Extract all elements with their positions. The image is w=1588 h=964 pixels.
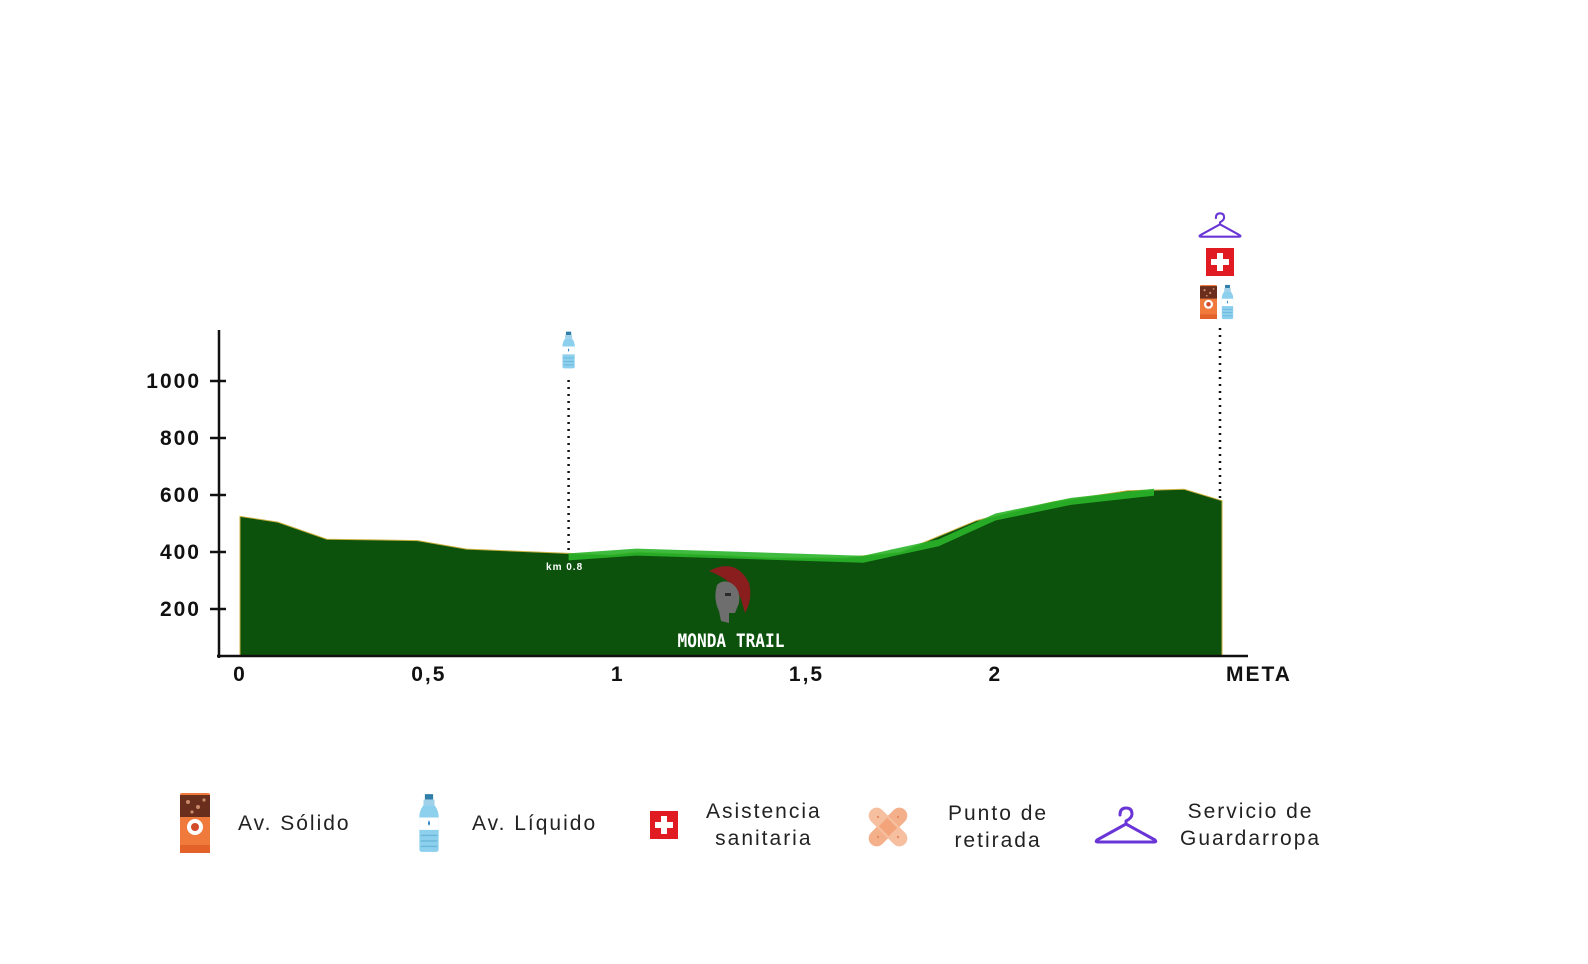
energy-bar-icon <box>1200 285 1217 319</box>
y-tick-label: 1000 <box>146 370 201 393</box>
hanger-icon <box>1094 806 1158 844</box>
plot-area: 200 400 600 800 1000 0 0,5 1 1,5 2 META km 0.8 <box>146 212 1292 686</box>
legend-item-retirement: Punto de retirada <box>864 800 1048 854</box>
bandage-icon <box>865 804 911 850</box>
medical-cross-icon <box>650 811 678 839</box>
y-tick-label: 600 <box>160 484 201 507</box>
water-bottle-icon <box>1221 284 1234 320</box>
legend-label: Servicio de Guardarropa <box>1180 800 1322 850</box>
legend-label: Av. Sólido <box>238 811 351 835</box>
x-tick-label: META <box>1226 663 1292 686</box>
y-tick-label: 400 <box>160 541 201 564</box>
legend-label: Av. Líquido <box>472 811 598 835</box>
medical-cross-icon <box>1206 248 1234 276</box>
legend-item-liquid: Av. Líquido <box>418 792 597 854</box>
legend-label: Punto de retirada <box>948 802 1049 852</box>
x-tick-label: 0,5 <box>411 663 446 686</box>
x-tick-label: 0 <box>233 663 247 686</box>
watermark-text: MONDA TRAIL <box>678 631 785 652</box>
legend: Av. Sólido Av. Líquido Asistencia sanita… <box>0 793 1588 890</box>
legend-item-solid: Av. Sólido <box>180 792 351 854</box>
legend-item-wardrobe: Servicio de Guardarropa <box>1094 798 1321 852</box>
station-markers: km 0.8 <box>546 212 1242 573</box>
marker-label: km 0.8 <box>546 562 583 573</box>
x-tick-label: 2 <box>989 663 1003 686</box>
x-axis-ticks: 0 0,5 1 1,5 2 META <box>233 663 1292 686</box>
water-bottle-icon <box>418 793 440 853</box>
elevation-profile-highlight <box>568 488 1154 563</box>
legend-label: Asistencia sanitaria <box>706 800 822 850</box>
hanger-icon <box>1198 212 1242 238</box>
y-tick-label: 200 <box>160 598 201 621</box>
y-axis-ticks: 200 400 600 800 1000 <box>146 370 226 621</box>
x-tick-label: 1,5 <box>789 663 824 686</box>
monda-trail-logo: MONDA TRAIL <box>678 566 785 652</box>
legend-item-medical: Asistencia sanitaria <box>650 798 822 852</box>
x-tick-label: 1 <box>611 663 625 686</box>
water-bottle-icon <box>561 331 576 369</box>
y-tick-label: 800 <box>160 427 201 450</box>
energy-bar-icon <box>180 793 210 853</box>
